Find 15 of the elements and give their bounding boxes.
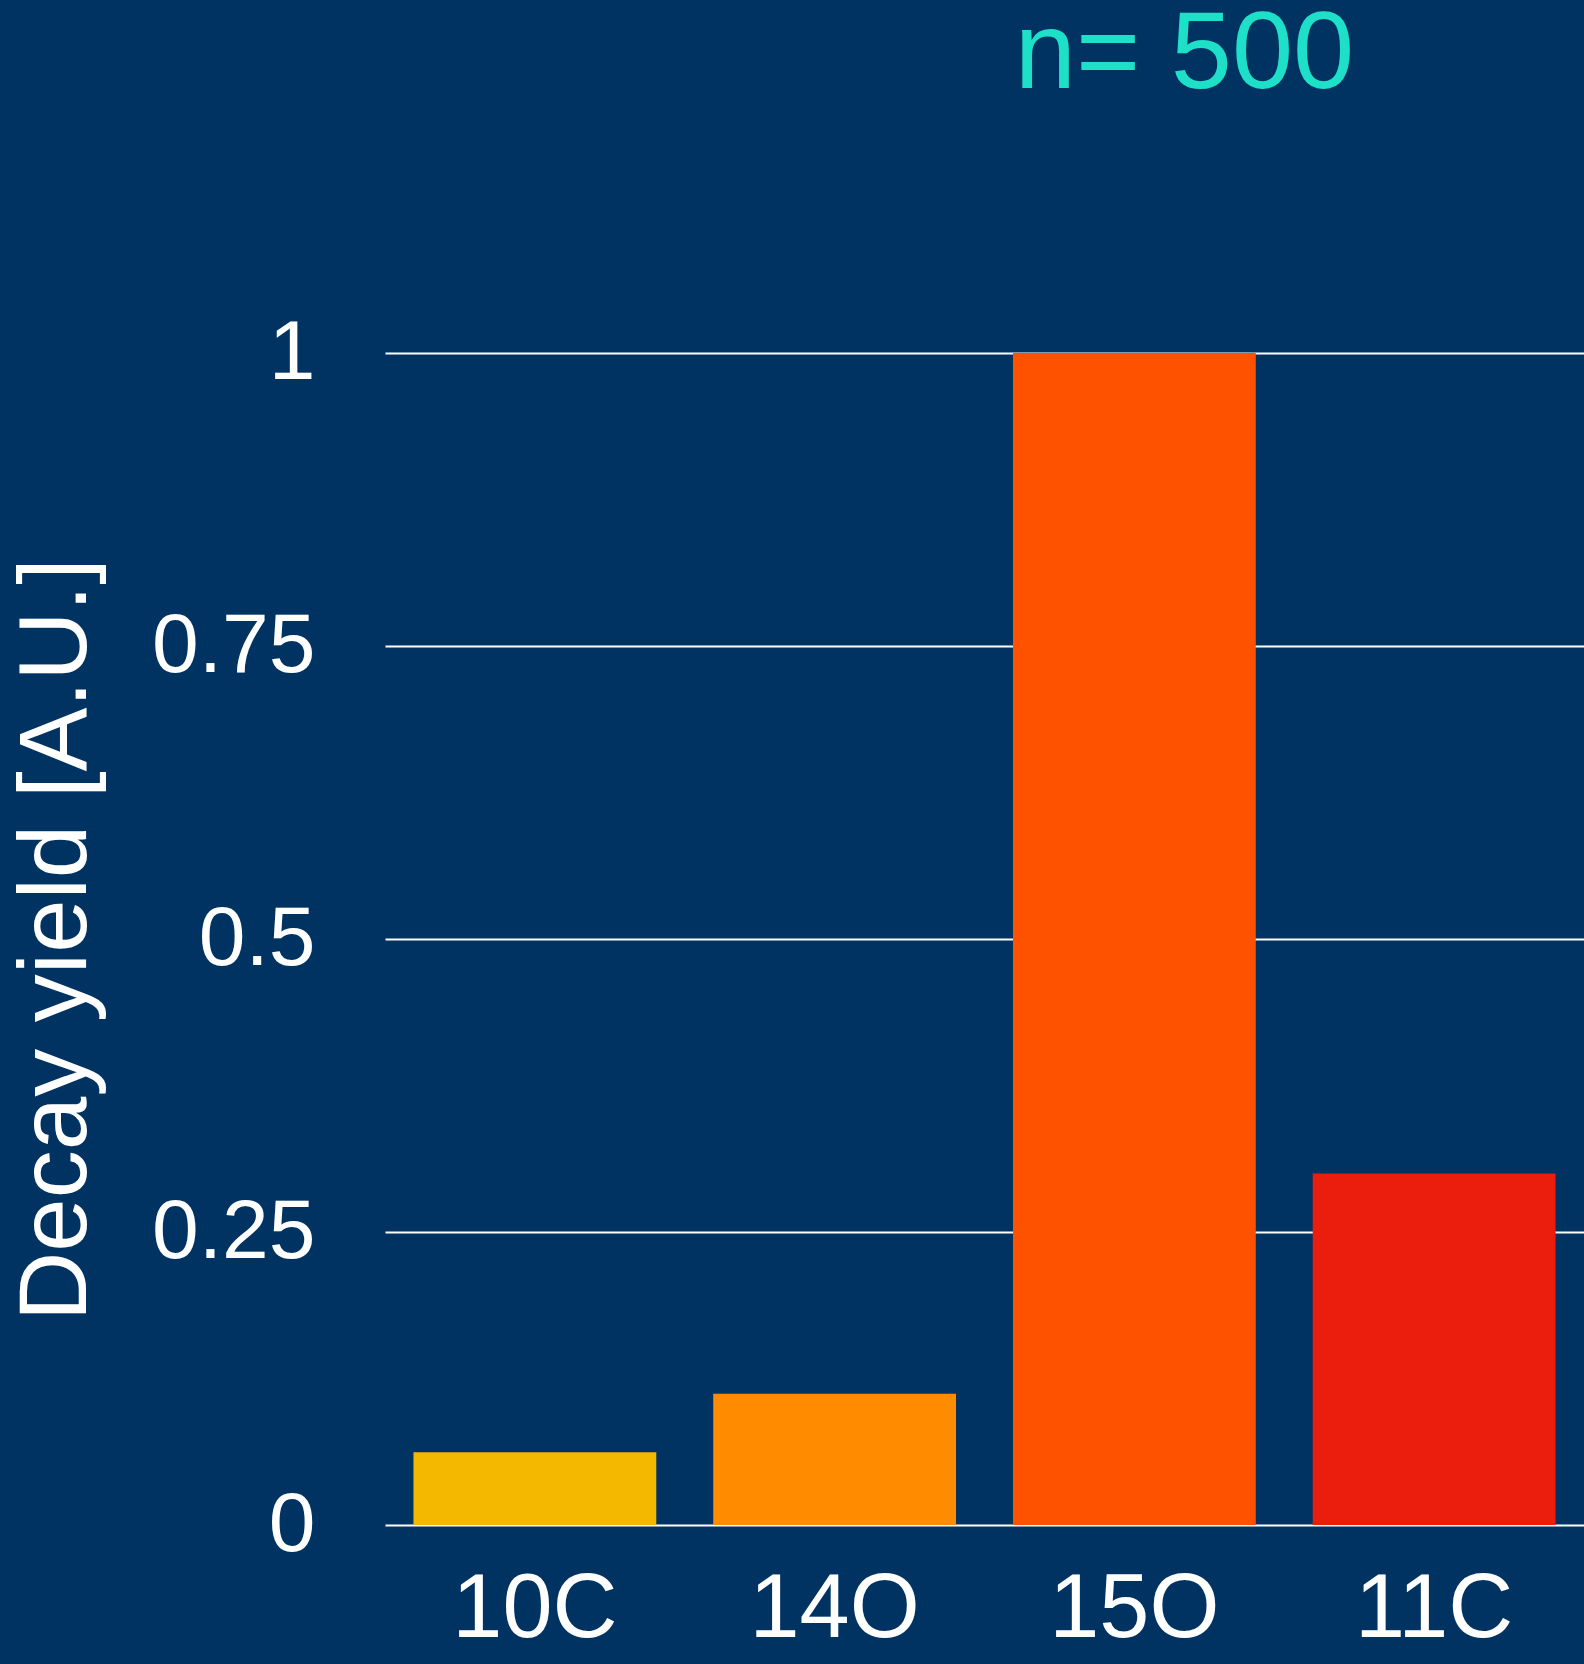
bar <box>713 1393 957 1525</box>
chart-title: n= 500 <box>1014 0 1355 111</box>
y-tick-label: 0 <box>268 1474 316 1569</box>
x-tick-label: 14O <box>749 1555 920 1656</box>
bar <box>413 1452 657 1525</box>
bar <box>1012 353 1256 1525</box>
y-tick-label: 1 <box>268 302 316 397</box>
bar <box>1312 1173 1556 1525</box>
y-axis-title: Decay yield [A.U.] <box>0 558 106 1321</box>
y-tick-label: 0.5 <box>198 888 316 983</box>
y-tick-label: 0.25 <box>152 1181 316 1276</box>
x-tick-label: 15O <box>1049 1555 1220 1656</box>
x-tick-label: 10C <box>452 1555 618 1656</box>
y-tick-label: 0.75 <box>152 595 316 690</box>
x-tick-label: 11C <box>1354 1555 1514 1656</box>
